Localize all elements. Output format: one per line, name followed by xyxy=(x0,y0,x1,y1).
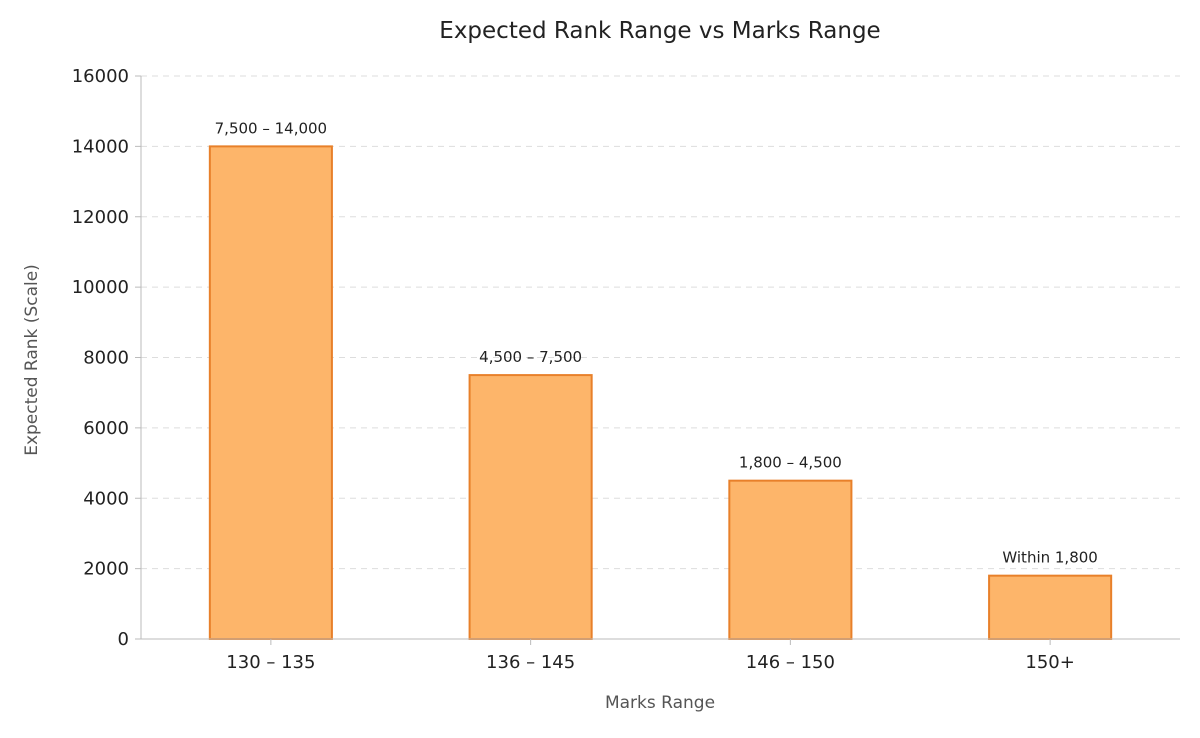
y-axis-title: Expected Rank (Scale) xyxy=(22,264,42,456)
data-label: Within 1,800 xyxy=(1002,549,1097,567)
x-tick-label: 146 – 150 xyxy=(746,652,835,673)
x-ticks: 130 – 135 136 – 145 146 – 150 150+ xyxy=(226,639,1075,673)
bar xyxy=(728,479,853,640)
y-tick-label: 16000 xyxy=(72,66,129,87)
y-tick-label: 10000 xyxy=(72,277,129,298)
y-tick-label: 2000 xyxy=(83,559,129,580)
y-tick-label: 4000 xyxy=(83,488,129,509)
x-tick-label: 130 – 135 xyxy=(226,652,315,673)
data-label: 7,500 – 14,000 xyxy=(215,119,327,137)
data-label: 1,800 – 4,500 xyxy=(739,454,842,472)
y-tick-label: 8000 xyxy=(83,348,129,369)
bars xyxy=(208,145,1113,640)
chart-title: Expected Rank Range vs Marks Range xyxy=(439,18,880,44)
y-tick-label: 0 xyxy=(118,629,129,650)
y-tick-label: 6000 xyxy=(83,418,129,439)
x-axis-title: Marks Range xyxy=(605,693,715,713)
x-tick-label: 136 – 145 xyxy=(486,652,575,673)
y-tick-label: 12000 xyxy=(72,207,129,228)
bar xyxy=(468,374,593,640)
bar xyxy=(208,145,333,640)
data-labels: 7,500 – 14,000 4,500 – 7,500 1,800 – 4,500… xyxy=(215,119,1098,566)
data-label: 4,500 – 7,500 xyxy=(479,348,582,366)
bar xyxy=(988,574,1113,640)
y-ticks: 0 2000 4000 6000 8000 10000 12000 14000 16000 xyxy=(72,66,141,650)
gridlines xyxy=(141,75,1180,570)
x-tick-label: 150+ xyxy=(1025,652,1074,673)
y-tick-label: 14000 xyxy=(72,136,129,157)
